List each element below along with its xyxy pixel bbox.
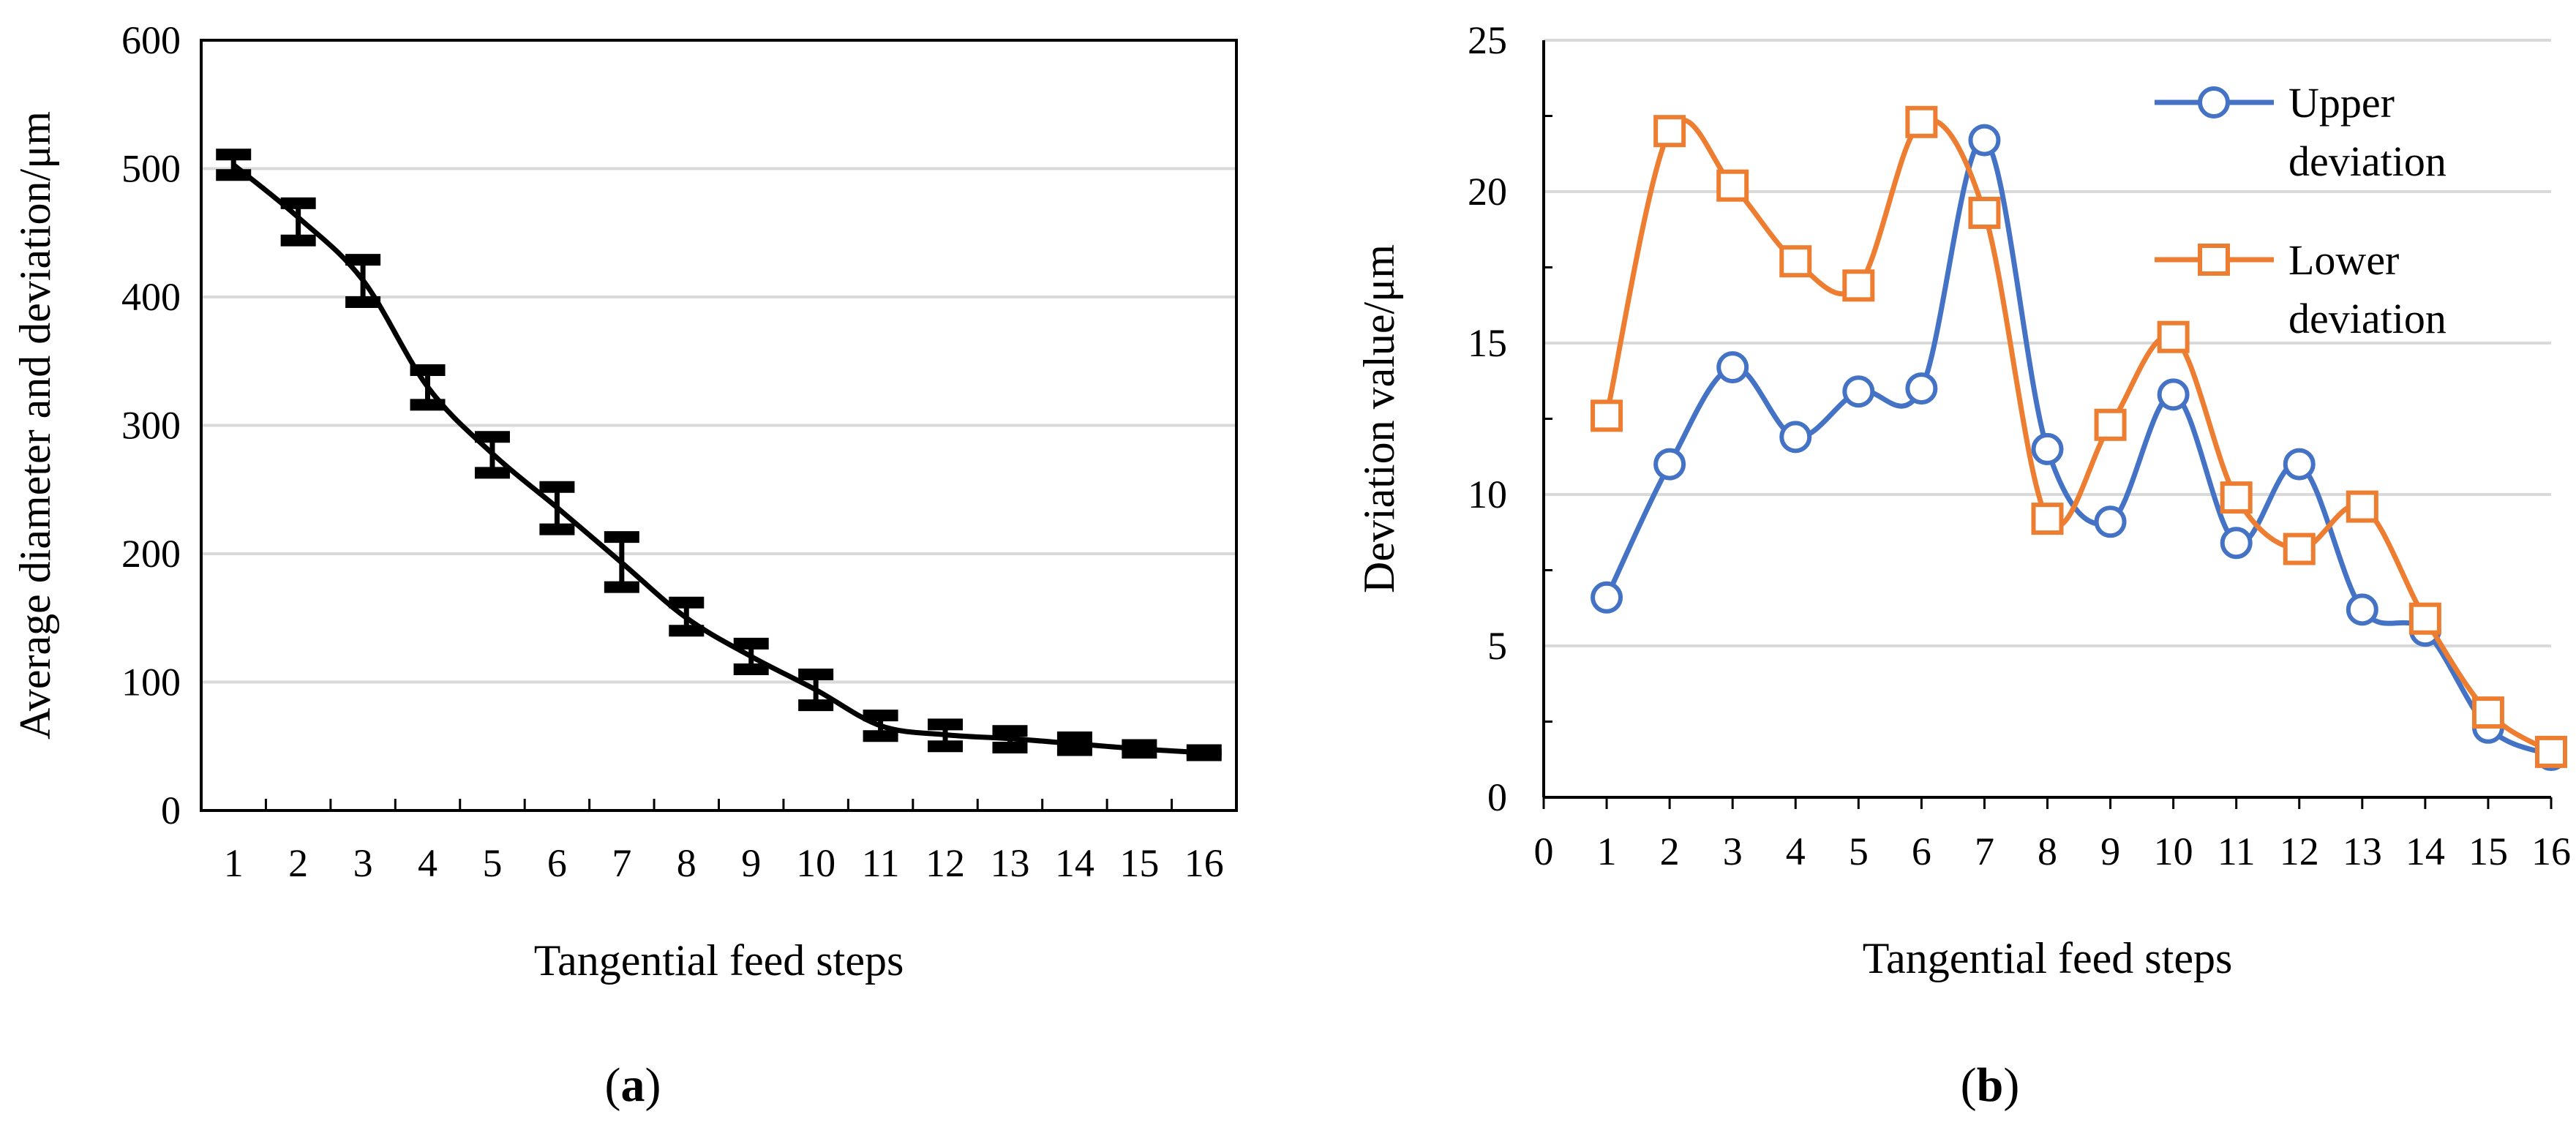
x-tick-label-b: 13 xyxy=(2343,830,2382,873)
point-upper xyxy=(1842,375,1875,408)
point-lower xyxy=(1779,245,1812,278)
y-tick-label-a: 100 xyxy=(121,661,181,704)
x-tick-label-a: 15 xyxy=(1119,841,1159,885)
x-tick-label-a: 11 xyxy=(862,841,900,885)
x-tick-label-a: 2 xyxy=(288,841,308,885)
point-lower xyxy=(1905,105,1938,138)
x-tick-label-b: 5 xyxy=(1849,830,1869,873)
x-tick-label-b: 12 xyxy=(2280,830,2319,873)
caption-a: (a) xyxy=(605,1058,661,1112)
legend-marker-upper xyxy=(2198,86,2230,119)
point-upper xyxy=(2094,505,2127,538)
y-tick-label-a: 400 xyxy=(121,275,181,319)
y-tick-label-b: 20 xyxy=(1468,170,1507,214)
x-tick-label-b: 7 xyxy=(1975,830,1994,873)
point-lower xyxy=(2535,735,2567,768)
point-lower xyxy=(1591,399,1623,432)
x-tick-label-b: 10 xyxy=(2154,830,2193,873)
x-tick-label-b: 9 xyxy=(2100,830,2120,873)
legend-label-upper-line2: deviation xyxy=(2288,138,2447,185)
point-upper xyxy=(1905,372,1938,405)
y-tick-label-b: 0 xyxy=(1487,775,1507,819)
legend-label-lower-line2: deviation xyxy=(2288,295,2447,342)
y-axis-title-b: Deviation value/μm xyxy=(1355,244,1403,593)
x-tick-label-a: 8 xyxy=(677,841,696,885)
legend-label-lower-line1: Lower xyxy=(2288,236,2399,284)
point-upper xyxy=(1653,448,1686,481)
x-tick-label-b: 3 xyxy=(1723,830,1743,873)
point-upper xyxy=(2031,432,2064,465)
caption-b: (b) xyxy=(1961,1058,2020,1112)
x-axis-title-b: Tangential feed steps xyxy=(1863,934,2233,982)
x-tick-label-a: 9 xyxy=(741,841,761,885)
point-upper xyxy=(1779,421,1812,454)
y-tick-label-a: 600 xyxy=(121,18,181,62)
x-tick-label-a: 10 xyxy=(796,841,835,885)
point-upper xyxy=(2346,593,2378,626)
x-tick-label-b: 4 xyxy=(1786,830,1806,873)
point-lower xyxy=(2094,408,2127,441)
y-tick-label-a: 200 xyxy=(121,532,181,576)
x-tick-label-a: 12 xyxy=(925,841,965,885)
x-tick-label-b: 11 xyxy=(2218,830,2256,873)
point-lower xyxy=(1968,196,2001,229)
point-upper xyxy=(2283,448,2316,481)
y-tick-label-b: 5 xyxy=(1487,624,1507,668)
point-upper xyxy=(1591,581,1623,614)
x-tick-label-a: 4 xyxy=(418,841,438,885)
point-lower xyxy=(1842,269,1875,302)
point-lower xyxy=(2157,320,2190,353)
point-upper xyxy=(1716,351,1749,384)
series-line-upper xyxy=(1604,138,2553,758)
x-tick-label-b: 14 xyxy=(2406,830,2445,873)
y-tick-label-a: 300 xyxy=(121,404,181,448)
x-tick-label-a: 6 xyxy=(547,841,567,885)
point-upper xyxy=(2157,378,2190,411)
series-line-a xyxy=(232,162,1204,756)
series-line-lower xyxy=(1604,117,2553,754)
x-tick-label-b: 8 xyxy=(2038,830,2057,873)
point-lower xyxy=(2283,533,2316,565)
point-lower xyxy=(1716,169,1749,202)
point-upper xyxy=(2220,527,2253,560)
x-tick-label-a: 5 xyxy=(482,841,502,885)
point-lower xyxy=(2031,503,2064,535)
legend-marker-lower xyxy=(2198,244,2230,276)
point-lower xyxy=(2471,696,2504,729)
x-tick-label-a: 13 xyxy=(990,841,1029,885)
y-tick-label-b: 10 xyxy=(1468,473,1507,516)
x-tick-label-b: 1 xyxy=(1597,830,1617,873)
point-lower xyxy=(1653,115,1686,148)
y-tick-label-a: 500 xyxy=(121,147,181,191)
y-axis-title-a: Average diameter and deviation/μm xyxy=(11,111,59,740)
x-tick-label-a: 16 xyxy=(1184,841,1224,885)
x-tick-label-b: 0 xyxy=(1534,830,1554,873)
y-tick-label-a: 0 xyxy=(161,789,181,832)
y-tick-label-b: 15 xyxy=(1468,321,1507,365)
point-lower xyxy=(2346,490,2378,523)
x-tick-label-a: 7 xyxy=(612,841,631,885)
x-tick-label-b: 16 xyxy=(2531,830,2571,873)
x-tick-label-b: 15 xyxy=(2468,830,2508,873)
x-tick-label-b: 2 xyxy=(1660,830,1680,873)
y-tick-label-b: 25 xyxy=(1468,18,1507,62)
x-tick-label-a: 3 xyxy=(353,841,373,885)
x-axis-title-a: Tangential feed steps xyxy=(534,936,904,985)
point-upper xyxy=(1968,124,2001,157)
point-lower xyxy=(2408,602,2441,635)
point-lower xyxy=(2220,481,2253,514)
x-tick-label-a: 14 xyxy=(1055,841,1094,885)
x-tick-label-a: 1 xyxy=(224,841,244,885)
legend-label-upper-line1: Upper xyxy=(2288,79,2395,127)
x-tick-label-b: 6 xyxy=(1912,830,1931,873)
